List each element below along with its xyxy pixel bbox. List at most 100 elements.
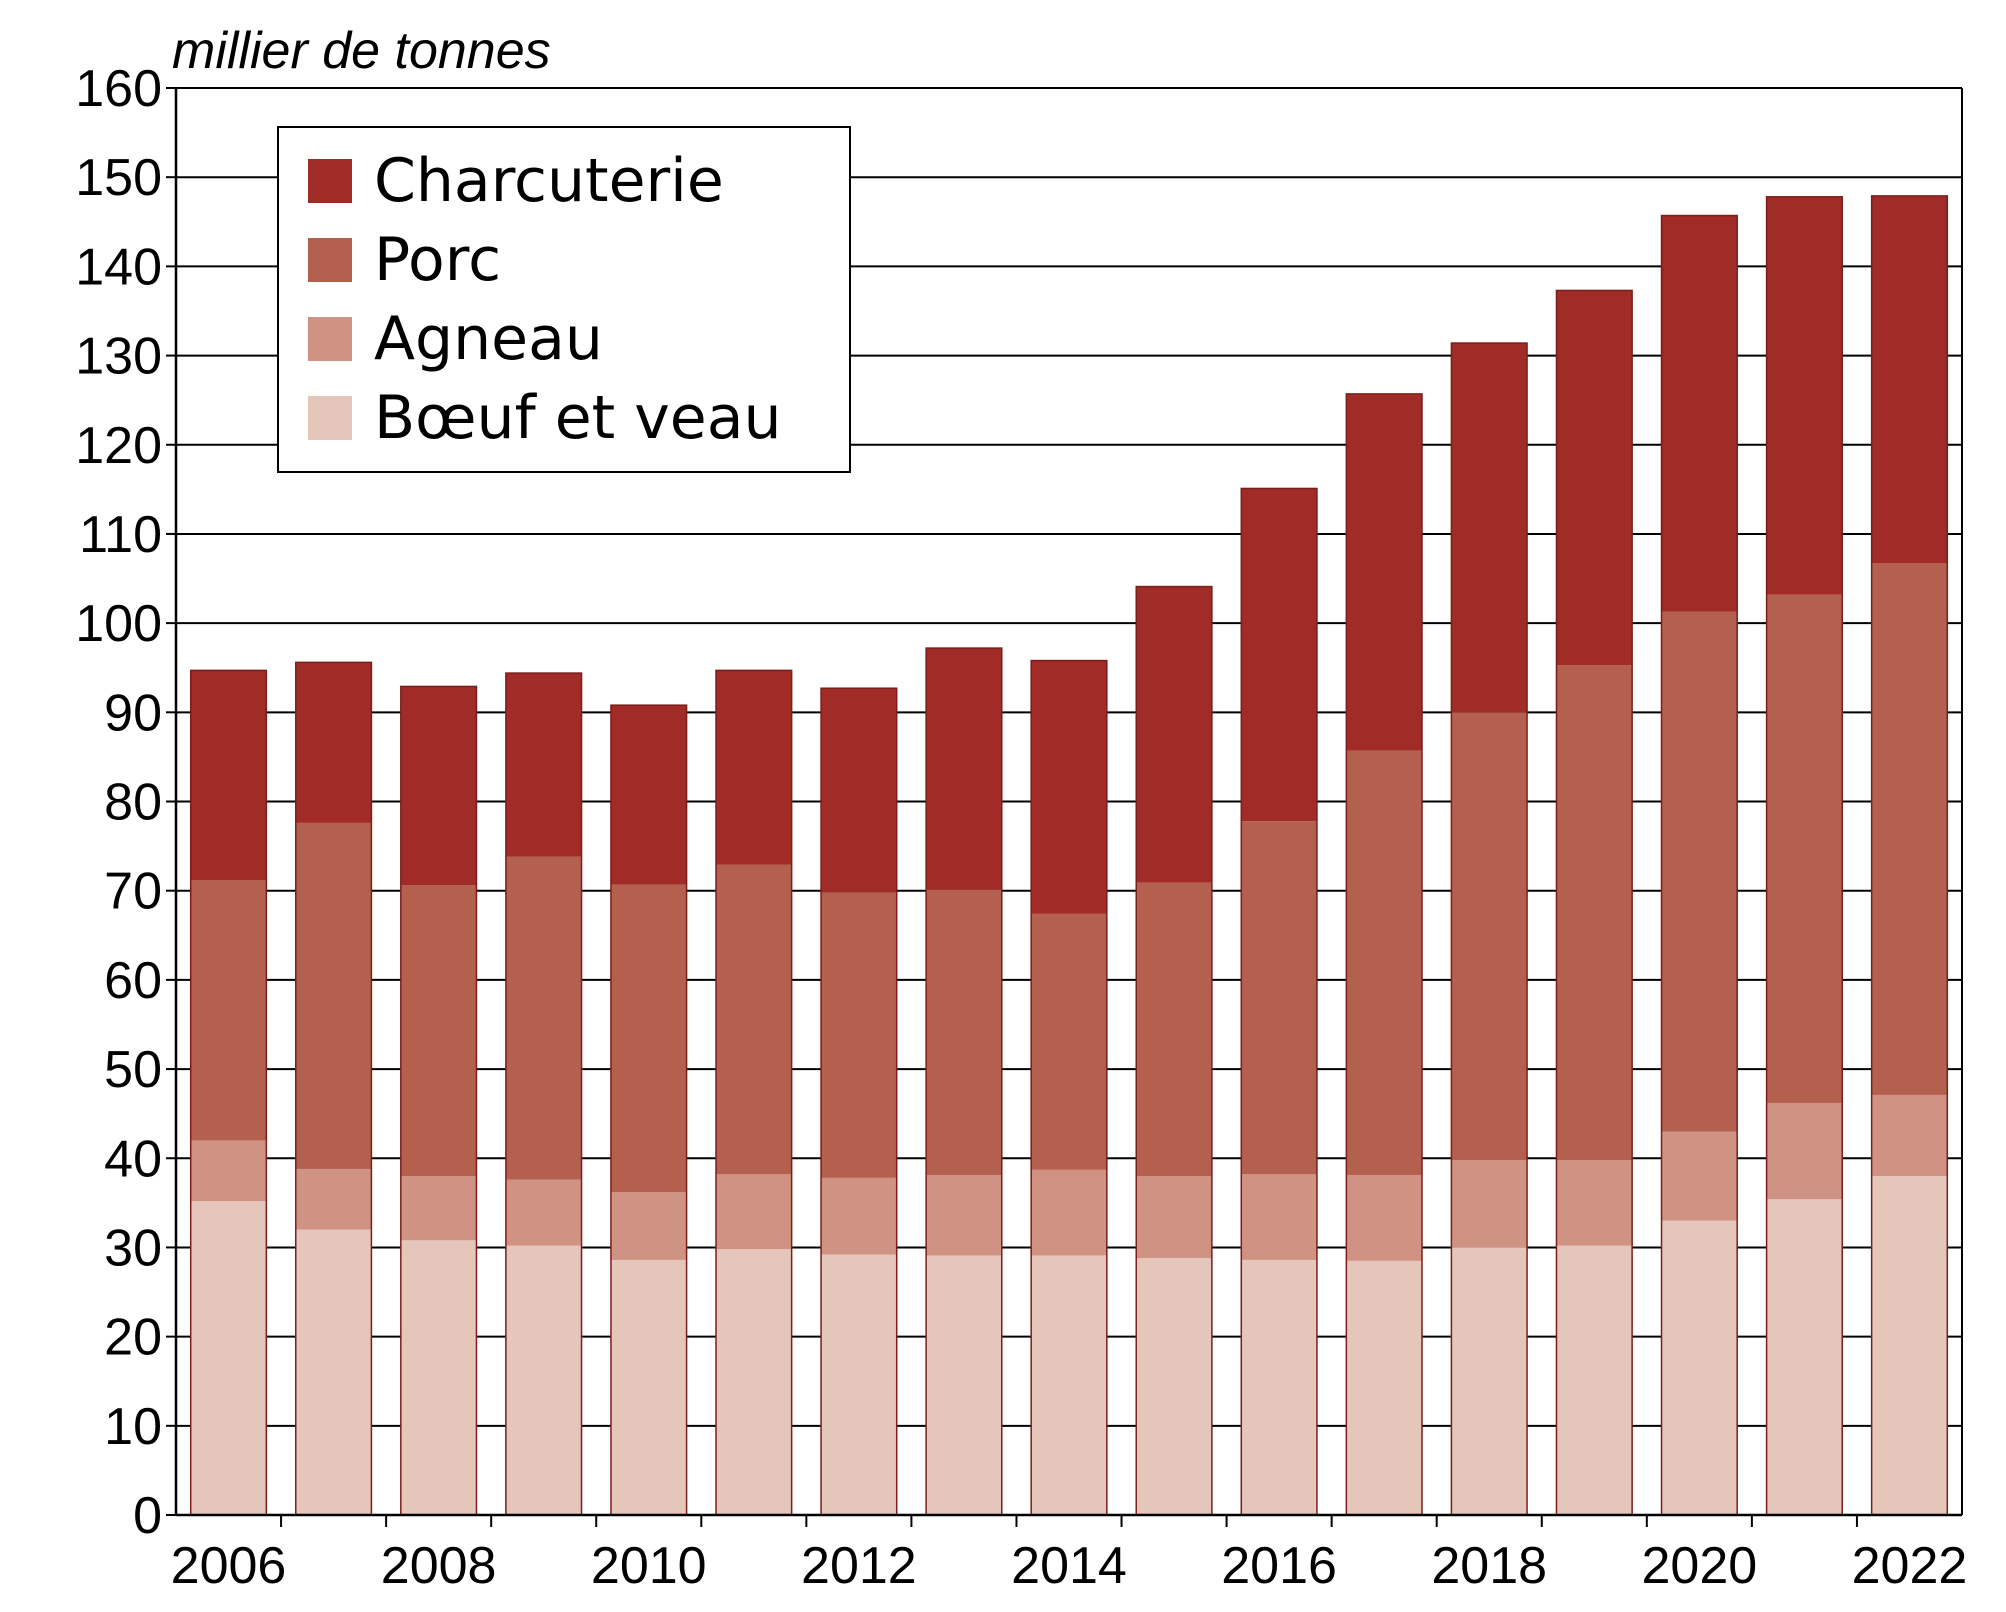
y-tick-label: 10 — [104, 1398, 162, 1456]
bar-segment — [1241, 1259, 1317, 1515]
bar-segment — [1136, 1258, 1212, 1515]
bar-segment — [1556, 1160, 1633, 1246]
bar-segment — [1136, 1176, 1212, 1259]
legend-swatch — [308, 238, 352, 282]
x-tick-label: 2006 — [171, 1537, 287, 1595]
y-tick-label: 60 — [104, 952, 162, 1010]
bar-segment — [1241, 821, 1317, 1175]
bar-segment — [190, 1201, 267, 1515]
bar-segment — [1766, 196, 1843, 595]
y-tick-label: 20 — [104, 1309, 162, 1367]
bar-segment — [505, 1179, 582, 1246]
bar-segment — [400, 1176, 477, 1241]
bar-segment — [1556, 1245, 1633, 1515]
legend: Charcuterie Porc Agneau Bœuf et veau — [277, 126, 851, 473]
y-tick-label: 90 — [104, 684, 162, 742]
bar-segment — [1871, 195, 1948, 564]
bar-segment — [926, 648, 1002, 890]
bar-segment — [1871, 1176, 1948, 1515]
legend-swatch — [308, 396, 352, 440]
bar-segment — [1346, 750, 1422, 1176]
y-tick-label: 100 — [75, 595, 162, 653]
y-tick-label: 30 — [104, 1219, 162, 1277]
y-tick-label: 110 — [79, 506, 162, 564]
legend-label: Porc — [374, 225, 501, 295]
x-tick-label: 2010 — [591, 1537, 707, 1595]
x-tick-label: 2022 — [1852, 1537, 1968, 1595]
bar-segment — [400, 686, 477, 886]
bar-segment — [295, 662, 372, 823]
bar-segment — [400, 885, 477, 1177]
bar-segment — [505, 856, 582, 1180]
bar-segment — [1031, 913, 1107, 1170]
bar-segment — [1031, 1255, 1107, 1515]
legend-box — [277, 126, 851, 473]
x-tick-label: 2018 — [1431, 1537, 1547, 1595]
y-tick-label: 40 — [104, 1130, 162, 1188]
legend-swatch — [308, 159, 352, 203]
bar-segment — [610, 1192, 687, 1260]
bar-segment — [190, 879, 267, 1141]
y-tick-label: 160 — [75, 60, 162, 118]
bar-segment — [716, 1249, 792, 1515]
bar-segment — [1451, 343, 1528, 713]
bar-segment — [1451, 1160, 1528, 1248]
bar-segment — [716, 864, 792, 1175]
bar-segment — [1346, 1175, 1422, 1261]
bar-segment — [1346, 393, 1422, 751]
bar-segment — [926, 1255, 1002, 1515]
bar-segment — [1241, 488, 1317, 822]
bar-segment — [190, 670, 267, 880]
y-tick-label: 120 — [75, 417, 162, 475]
x-tick-label: 2016 — [1221, 1537, 1337, 1595]
bar-segment — [1136, 586, 1212, 883]
bar-segment — [400, 1240, 477, 1515]
bar-segment — [295, 1168, 372, 1230]
axes — [166, 87, 1963, 1527]
x-tick-labels: 2006 2008 2010 2012 2014 2016 2018 2020 2022 — [171, 1537, 1968, 1595]
bar-segment — [505, 673, 582, 857]
bar-segment — [1241, 1174, 1317, 1260]
bar-segment — [1556, 665, 1633, 1161]
legend-swatch — [308, 317, 352, 361]
y-unit-label: millier de tonnes — [172, 22, 551, 80]
bar-segment — [1766, 1199, 1843, 1515]
legend-label: Agneau — [374, 304, 603, 374]
bar-segment — [610, 884, 687, 1193]
y-tick-label: 130 — [75, 328, 162, 386]
bar-segment — [1661, 611, 1738, 1132]
y-tick-label: 140 — [75, 238, 162, 296]
legend-label: Charcuterie — [374, 146, 724, 216]
bar-segment — [821, 892, 897, 1178]
bar-segment — [295, 822, 372, 1169]
bar-segment — [1871, 563, 1948, 1095]
bar-segment — [1451, 712, 1528, 1161]
y-tick-label: 0 — [133, 1487, 162, 1545]
bar-segment — [821, 1177, 897, 1255]
x-tick-label: 2012 — [801, 1537, 917, 1595]
bar-segment — [1871, 1094, 1948, 1177]
bar-segment — [1451, 1247, 1528, 1515]
bar-segment — [926, 889, 1002, 1176]
bar-segment — [505, 1245, 582, 1515]
bar-segment — [1766, 594, 1843, 1103]
bar-segment — [1031, 660, 1107, 914]
bar-segment — [1031, 1169, 1107, 1256]
bar-segment — [716, 1174, 792, 1250]
bar-segment — [821, 1254, 897, 1515]
x-tick-label: 2020 — [1642, 1537, 1758, 1595]
bar-segment — [190, 1140, 267, 1202]
bar-segment — [1346, 1260, 1422, 1515]
bar-segment — [610, 1259, 687, 1515]
bar-segment — [1136, 882, 1212, 1177]
bar-segment — [610, 705, 687, 885]
bar-segment — [926, 1175, 1002, 1256]
y-tick-label: 150 — [75, 149, 162, 207]
bar-segment — [716, 670, 792, 865]
x-tick-label: 2014 — [1011, 1537, 1127, 1595]
y-tick-label: 50 — [104, 1041, 162, 1099]
y-tick-label: 70 — [104, 863, 162, 921]
legend-label: Bœuf et veau — [374, 383, 782, 453]
bar-segment — [1766, 1102, 1843, 1200]
